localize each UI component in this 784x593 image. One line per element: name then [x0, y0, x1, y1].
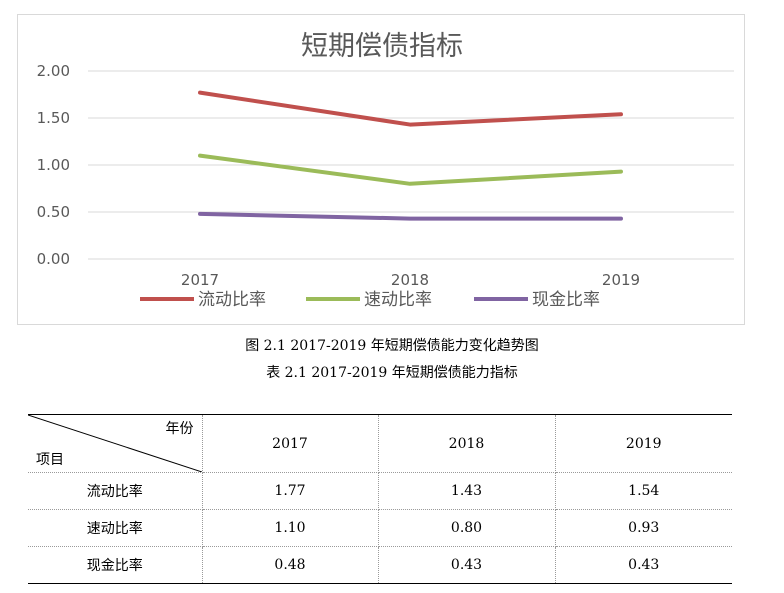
- corner-header-cell: 年份 项目: [28, 414, 203, 473]
- table-cell: 0.48: [201, 546, 379, 584]
- y-tick-label: 0.50: [37, 203, 70, 221]
- table-row: 流动比率 1.77 1.43 1.54: [28, 472, 732, 510]
- table-cell: 0.43: [377, 546, 556, 584]
- year-header-cell: 2017: [201, 414, 379, 473]
- x-tick-label: 2018: [391, 271, 429, 289]
- row-label: 速动比率: [28, 509, 203, 547]
- diagonal-divider: [28, 415, 202, 472]
- y-tick-label: 2.00: [37, 62, 70, 80]
- chart-frame: 短期偿债指标 2.00 1.50 1.00 0.50 0.00 2017 2018 2019 流动…: [17, 14, 745, 325]
- corner-year-label: 年份: [165, 421, 194, 437]
- x-tick-label: 2017: [181, 271, 219, 289]
- table-cell: 0.93: [554, 509, 732, 547]
- chart-title: 短期偿债指标: [301, 31, 463, 62]
- table-cell: 1.43: [377, 472, 556, 510]
- series-line: [198, 153, 623, 186]
- table-header-row: 年份 项目 2017 2018 2019: [28, 414, 732, 473]
- table-cell: 1.54: [554, 472, 732, 510]
- legend-label: 流动比率: [198, 290, 266, 310]
- table-caption: 表 2.1 2017-2019 年短期偿债能力指标: [266, 365, 518, 381]
- corner-item-label: 项目: [36, 452, 64, 468]
- figure-caption: 图 2.1 2017-2019 年短期偿债能力变化趋势图: [245, 338, 539, 354]
- table-row: 速动比率 1.10 0.80 0.93: [28, 509, 732, 547]
- table-cell: 1.10: [201, 509, 379, 547]
- year-header-cell: 2019: [554, 414, 732, 473]
- row-label: 现金比率: [28, 546, 203, 584]
- series-line: [198, 90, 623, 127]
- legend-label: 速动比率: [364, 290, 432, 310]
- table-cell: 1.77: [201, 472, 379, 510]
- y-tick-label: 1.00: [37, 156, 70, 174]
- line-chart: 短期偿债指标 2.00 1.50 1.00 0.50 0.00 2017 2018 2019 流动…: [37, 31, 734, 310]
- table-cell: 0.43: [554, 546, 732, 584]
- y-tick-label: 1.50: [37, 109, 70, 127]
- row-label: 流动比率: [28, 472, 203, 510]
- ratio-table: 年份 项目 2017 2018 2019 流动比率 1.77 1.43 1.54…: [28, 414, 732, 584]
- table-cell: 0.80: [377, 509, 556, 547]
- series-line: [198, 211, 623, 221]
- year-header-cell: 2018: [377, 414, 556, 473]
- table-row: 现金比率 0.48 0.43 0.43: [28, 546, 732, 584]
- y-tick-label: 0.00: [37, 250, 70, 268]
- legend-label: 现金比率: [532, 290, 600, 310]
- x-tick-label: 2019: [602, 271, 640, 289]
